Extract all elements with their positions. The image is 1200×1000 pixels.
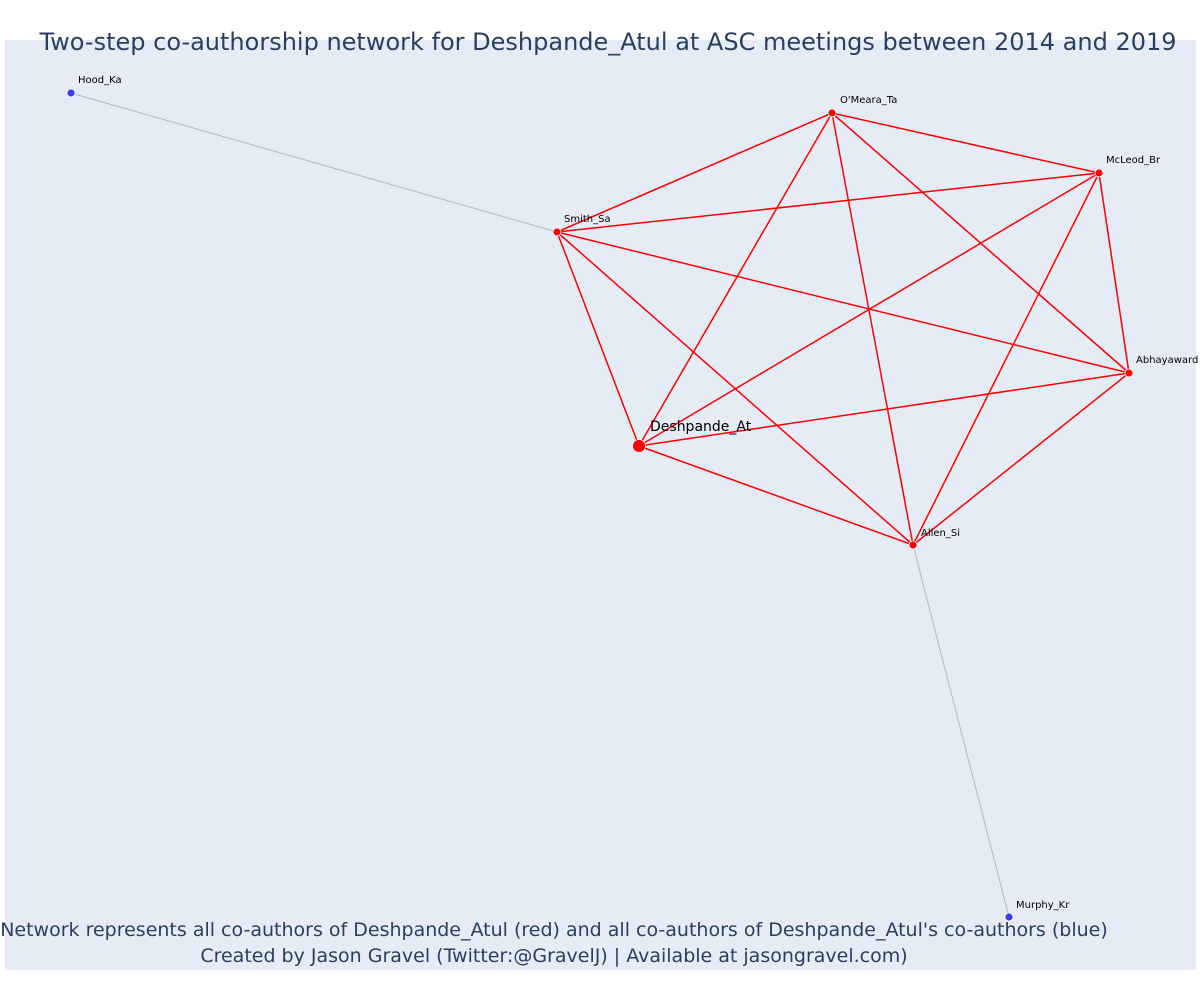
- edge-o-meara-ta-allen-si: [831, 112, 914, 546]
- node-label-smith-sa: Smith_Sa: [564, 214, 611, 225]
- node-mcleod-br[interactable]: [1094, 168, 1104, 178]
- edge-mcleod-br-abhayaward: [1098, 172, 1130, 374]
- edge-smith-sa-abhayaward: [556, 231, 1130, 374]
- chart-title: Two-step co-authorship network for Deshp…: [39, 28, 1177, 56]
- edge-smith-sa-mcleod-br: [556, 172, 1100, 233]
- node-label-abhayaward: Abhayaward: [1136, 355, 1198, 366]
- edge-smith-sa-o-meara-ta: [556, 112, 833, 233]
- edge-mcleod-br-allen-si: [912, 172, 1100, 546]
- node-allen-si[interactable]: [908, 540, 918, 550]
- node-label-allen-si: Allen_Si: [921, 528, 960, 539]
- node-label-o-meara-ta: O'Meara_Ta: [840, 95, 897, 106]
- edge-abhayaward-allen-si: [912, 372, 1130, 546]
- node-o-meara-ta[interactable]: [827, 108, 837, 118]
- node-label-mcleod-br: McLeod_Br: [1106, 155, 1161, 166]
- caption-line-1: Network represents all co-authors of Des…: [0, 919, 1108, 941]
- edge-o-meara-ta-mcleod-br: [831, 112, 1100, 174]
- caption-line-2: Created by Jason Gravel (Twitter:@Gravel…: [200, 945, 908, 967]
- nodes-layer: [66, 88, 1134, 922]
- node-label-murphy-kr: Murphy_Kr: [1016, 900, 1070, 911]
- node-smith-sa[interactable]: [552, 227, 562, 237]
- node-label-deshpande-at: Deshpande_At: [650, 419, 752, 435]
- chart-caption: Network represents all co-authors of Des…: [0, 917, 1108, 969]
- edge-smith-sa-allen-si: [556, 231, 914, 546]
- network-plot-area: [5, 40, 1196, 970]
- edge-deshpande-at-abhayaward: [638, 372, 1130, 447]
- edge-deshpande-at-smith-sa: [556, 231, 640, 447]
- edge-hood-ka-smith-sa: [70, 92, 558, 233]
- node-hood-ka[interactable]: [66, 88, 76, 98]
- node-label-hood-ka: Hood_Ka: [78, 75, 122, 86]
- node-murphy-kr[interactable]: [1004, 912, 1014, 922]
- edge-allen-si-murphy-kr: [912, 544, 1010, 918]
- edge-deshpande-at-o-meara-ta: [638, 112, 833, 447]
- labels-layer: Deshpande_At Smith_Sa O'Meara_Ta McLeod_Br A…: [78, 75, 1198, 911]
- node-abhayaward[interactable]: [1124, 368, 1134, 378]
- node-deshpande-at[interactable]: [632, 439, 646, 453]
- edges-layer: [70, 92, 1130, 918]
- edge-o-meara-ta-abhayaward: [831, 112, 1130, 374]
- edge-deshpande-at-allen-si: [638, 445, 914, 546]
